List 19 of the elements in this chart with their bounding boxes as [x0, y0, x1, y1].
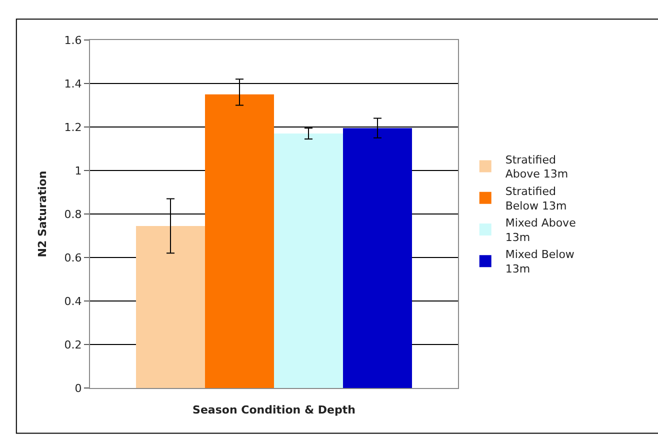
y-tick-label: 1.4 [64, 77, 82, 90]
y-tick-label: 0 [74, 382, 82, 395]
y-tick-label: 1 [74, 164, 82, 178]
legend-label: Mixed Below 13m [505, 248, 574, 276]
y-tick-label: 0.2 [64, 338, 82, 352]
bar [343, 128, 412, 388]
bar [205, 94, 274, 388]
legend-label: Stratified Above 13m [505, 153, 568, 181]
y-tick-label: 0.4 [64, 294, 82, 308]
legend-label: Mixed Above 13m [505, 216, 576, 244]
y-tick-label: 0.8 [64, 208, 82, 221]
bar [274, 134, 343, 388]
x-axis-title: Season Condition & Depth [192, 403, 356, 416]
y-tick-label: 1.6 [64, 34, 82, 47]
bar [136, 226, 205, 388]
y-tick-label: 0.6 [64, 251, 82, 264]
legend-label: Stratified Below 13m [505, 185, 567, 212]
y-tick-label: 1.2 [64, 120, 82, 134]
y-axis-title: N2 Saturation [36, 170, 49, 258]
